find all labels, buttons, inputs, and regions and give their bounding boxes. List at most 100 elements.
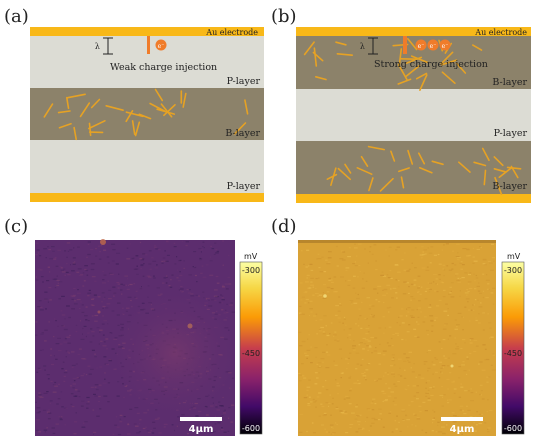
- nanorod: [379, 177, 394, 192]
- colorbar-tick: -300: [504, 266, 522, 275]
- layer-label-2: B-layer: [225, 128, 260, 139]
- nanorod: [360, 155, 369, 167]
- nanorod: [43, 103, 54, 118]
- nanorod: [337, 167, 352, 181]
- au-electrode-top: [296, 27, 531, 36]
- au-electrode-bottom: [30, 193, 264, 202]
- nanorod: [415, 72, 428, 80]
- bright-spot: [323, 294, 327, 298]
- nanorod: [431, 160, 444, 166]
- nanorod: [163, 104, 176, 117]
- nanorod: [125, 111, 144, 118]
- nanorods: [43, 88, 249, 141]
- injection-text: Strong charge injection: [374, 59, 488, 70]
- nanorod: [417, 152, 426, 165]
- nanorod: [419, 74, 428, 91]
- nanorod: [418, 167, 433, 174]
- bright-spot: [100, 239, 106, 245]
- nanorod: [494, 176, 503, 195]
- nanorod: [66, 93, 86, 99]
- p-layer: [296, 89, 531, 141]
- nanorods: [303, 37, 522, 195]
- nanorod: [407, 149, 414, 165]
- electron-icon: [427, 39, 439, 51]
- colorbar-tick: -600: [504, 424, 522, 433]
- panel-a-label: (a): [4, 6, 29, 27]
- nanorod: [244, 99, 249, 115]
- panel-c: (c) 4μm mV -300 -450 -600: [4, 216, 263, 436]
- layer-label-1: P-layer: [227, 76, 261, 87]
- au-electrode-label: Au electrode: [474, 28, 527, 37]
- nanorod: [66, 96, 70, 110]
- nanorod: [326, 173, 338, 180]
- nanorod: [398, 48, 403, 67]
- nanorod: [440, 59, 458, 66]
- nanorod: [405, 56, 423, 64]
- au-electrode-label: Au electrode: [205, 28, 258, 37]
- nanorod: [160, 103, 173, 118]
- nanorod: [234, 122, 247, 135]
- nanorod: [410, 55, 429, 64]
- scale-bar-label: 4μm: [189, 424, 214, 435]
- nanorod: [405, 64, 421, 77]
- electron-icon: [155, 39, 167, 51]
- nanorod: [440, 51, 454, 65]
- panel-a: (a) Au electrode λ e⁻ Weak charge inject…: [4, 6, 264, 202]
- nanorod: [356, 167, 373, 175]
- p-layer-bottom: [30, 140, 264, 193]
- nanorod: [154, 88, 164, 102]
- nanorod: [156, 108, 176, 115]
- svg-text:e⁻: e⁻: [442, 43, 449, 50]
- nanorod: [149, 102, 166, 112]
- layer-label-1: B-layer: [492, 77, 527, 88]
- colorbar: [239, 261, 263, 435]
- panel-d-label: (d): [271, 216, 297, 237]
- scale-bar-label: 4μm: [450, 424, 475, 435]
- svg-text:λ: λ: [360, 42, 365, 51]
- nanorod: [314, 76, 327, 81]
- nanorod: [471, 44, 483, 51]
- colorbar-tick: -450: [242, 349, 260, 358]
- layer-label-3: B-layer: [492, 181, 527, 192]
- nanorod: [105, 105, 124, 111]
- nanorod: [131, 120, 136, 135]
- nanorod: [79, 102, 91, 118]
- svg-text:λ: λ: [95, 42, 100, 51]
- nanorod: [182, 92, 187, 108]
- colorbar-unit: mV: [507, 252, 521, 261]
- injection-text: Weak charge injection: [110, 62, 217, 73]
- nanorod: [397, 167, 410, 173]
- injection-bar: [147, 36, 150, 54]
- nanorod: [397, 78, 412, 85]
- nanorod: [88, 120, 106, 130]
- scale-bar: [441, 417, 483, 421]
- nanorod: [138, 113, 152, 120]
- nanorod: [473, 161, 487, 167]
- nanorod: [406, 37, 418, 51]
- map-texture: [298, 243, 496, 435]
- panel-c-label: (c): [4, 216, 28, 237]
- colorbar-tick: -300: [242, 266, 260, 275]
- colorbar-tick: -600: [242, 424, 260, 433]
- electron-icon: [439, 39, 451, 51]
- nanorod: [344, 163, 352, 174]
- panel-b: (b) Au electrode λ e⁻ e⁻ e⁻ Strong charg…: [271, 6, 531, 203]
- nanorod: [303, 41, 315, 56]
- nanorod: [367, 145, 386, 151]
- svg-text:e⁻: e⁻: [418, 43, 425, 50]
- nanorod: [125, 110, 134, 123]
- colorbar-unit: mV: [244, 252, 258, 261]
- au-electrode-top: [30, 27, 264, 36]
- panel-b-label: (b): [271, 6, 297, 27]
- scale-bar: [180, 417, 222, 421]
- bright-spot: [450, 364, 454, 368]
- nanorod: [330, 167, 337, 186]
- nanorod: [58, 123, 72, 129]
- b-layer-bottom: [296, 141, 531, 194]
- nanorod: [510, 165, 519, 179]
- colorbar: [501, 261, 525, 435]
- nanorod: [483, 169, 487, 186]
- bright-spot: [187, 323, 193, 329]
- map-glow: [35, 240, 235, 436]
